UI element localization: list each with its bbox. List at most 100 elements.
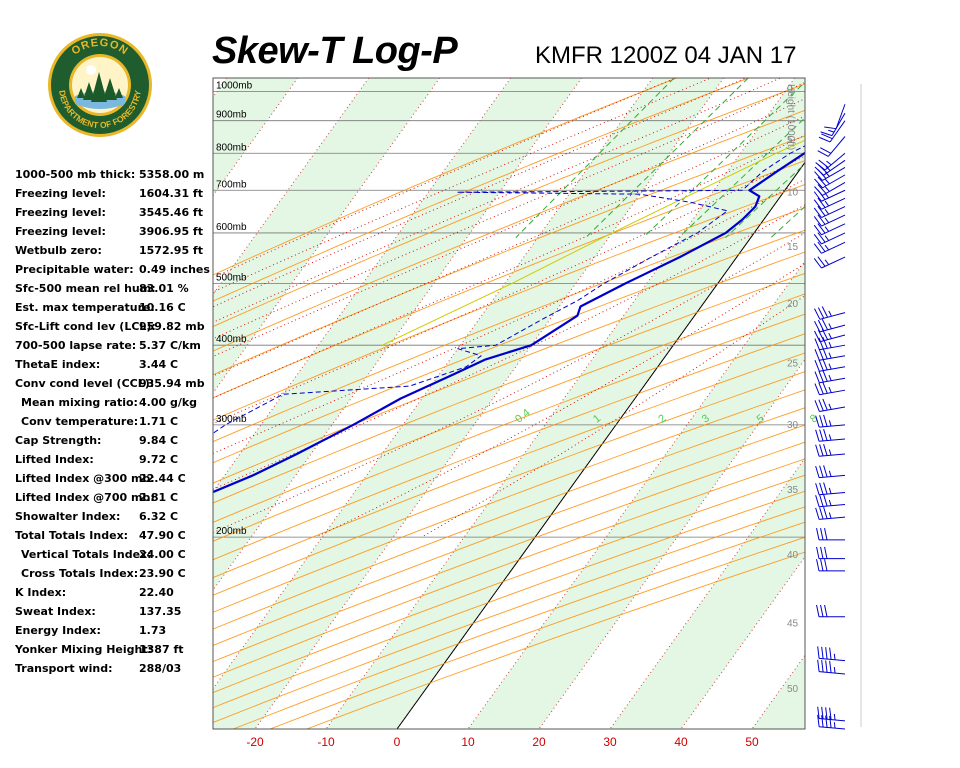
wind-barb [814,306,846,320]
x-tick-label: 30 [603,735,617,749]
wind-barb [813,241,846,254]
stat-value: 137.35 [139,605,182,618]
stat-label: 700-500 lapse rate: [15,339,137,352]
moist-adiabat-line [421,295,805,538]
moist-adiabat-line [749,78,781,92]
dry-adiabat-line [213,78,678,276]
wind-barb [813,205,846,218]
wind-barb [816,528,845,541]
stat-value: 1387 ft [139,643,184,656]
wind-barb [815,507,846,520]
stat-label: Conv temperature: [21,415,139,428]
moist-adiabat-line [713,78,746,92]
stat-value: 1572.95 ft [139,244,203,257]
wind-barb [816,604,845,618]
isotherm-line [467,260,805,729]
stat-row: Yonker Mixing Height: 1387 ft [15,643,215,662]
isotherm-band [0,78,156,729]
wind-barb [816,559,845,572]
isotherm-band [213,78,440,393]
moist-adiabat-line [856,78,884,92]
stat-row: Cap Strength: 9.84 C [15,434,215,453]
dry-adiabat-line [213,407,805,630]
stat-label: Yonker Mixing Height: [15,643,152,656]
height-tick-label: 15 [787,242,799,253]
isotherm-band [326,78,805,729]
stat-row: Transport wind: 288/03 [15,662,215,681]
dry-adiabat-line [213,78,750,302]
wind-barb [814,398,846,412]
stat-row: Sfc-500 mean rel hum: 83.01 % [15,282,215,301]
pressure-label: 1000mb [216,81,253,92]
stat-row: Total Totals Index: 47.90 C [15,529,215,548]
wind-barb [815,414,846,428]
isotherm-line [254,78,725,729]
x-tick-label: -10 [317,735,335,749]
mixing-ratio-line [585,78,749,238]
x-tick-label: -20 [246,735,264,749]
stat-value: 23.90 C [139,567,186,580]
plot-border [212,77,806,730]
isotherm-line [325,78,796,729]
wind-barb [817,646,846,662]
dry-adiabat-line [213,441,805,663]
pressure-label: 600mb [216,222,247,233]
stat-label: Freezing level: [15,225,106,238]
stat-value: 0.49 inches [139,263,210,276]
moist-adiabat-line [927,78,952,92]
stat-label: Lifted Index: [15,453,94,466]
stat-row: ThetaE index: 3.44 C [15,358,215,377]
x-tick-label: 0 [394,735,401,749]
wind-barb [813,256,846,269]
stat-label: Vertical Totals Index: [21,548,152,561]
stat-row: Conv temperature: 1.71 C [15,415,215,434]
stat-label: Showalter Index: [15,510,121,523]
moist-adiabat-line [784,82,805,92]
stats-panel: 1000-500 mb thick: 5358.00 m Freezing leve… [15,168,215,681]
stat-row: Sfc-Lift cond lev (LCL): 959.82 mb [15,320,215,339]
stat-row: Lifted Index @300 mb: 22.44 C [15,472,215,491]
dry-adiabat-line [213,352,805,579]
stat-label: Lifted Index @300 mb: [15,472,155,485]
stat-value: 9.84 C [139,434,179,447]
wind-barb [814,174,846,189]
stat-label: Total Totals Index: [15,529,129,542]
isotherm-line [213,78,228,98]
stat-row: Lifted Index: 9.72 C [15,453,215,472]
stat-value: 1.71 C [139,415,179,428]
stat-label: Precipitable water: [15,263,134,276]
stat-row: Precipitable water: 0.49 inches [15,263,215,282]
stat-label: Mean mixing ratio: [21,396,138,409]
wind-barb [814,159,846,176]
stat-label: K Index: [15,586,67,599]
wind-barb [814,358,846,372]
dry-adiabat-line [213,313,805,542]
pressure-label: 200mb [216,526,247,537]
stat-label: 1000-500 mb thick: [15,168,136,181]
wind-barb [813,189,846,202]
wind-barb [816,546,845,560]
wind-barb [813,223,846,236]
stat-value: 47.90 C [139,529,186,542]
x-tick-label: 50 [745,735,759,749]
stat-label: Lifted Index @700 mb: [15,491,155,504]
stat-label: Conv cond level (CCL): [15,377,155,390]
pressure-label: 500mb [216,272,247,283]
stat-value: 5.37 C/km [139,339,201,352]
stat-row: Cross Totals Index: 23.90 C [15,567,215,586]
wind-barb [814,318,846,333]
wind-barb [814,167,846,181]
stat-label: Wetbulb zero: [15,244,102,257]
wind-barb [813,197,846,210]
isotherm-line [609,457,805,729]
stat-label: Sfc-Lift cond lev (LCL): [15,320,156,333]
dry-adiabat-line [213,371,805,596]
stat-value: 9.72 C [139,453,179,466]
height-tick-label: 25 [787,358,799,369]
isotherm-line [538,358,805,729]
stat-value: 288/03 [139,662,182,675]
stat-row: 700-500 lapse rate: 5.37 C/km [15,339,215,358]
stat-value: 2.81 C [139,491,179,504]
isotherm-band [468,260,805,729]
wind-barb [817,136,846,157]
